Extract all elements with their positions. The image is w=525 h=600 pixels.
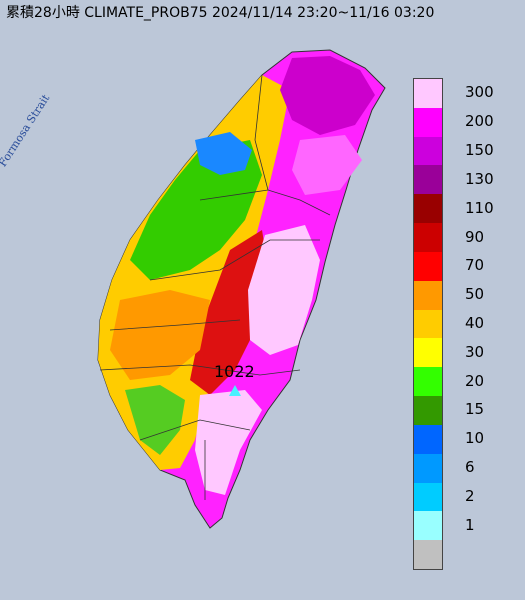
legend-label: 300 <box>465 83 494 102</box>
legend-swatch <box>414 165 442 195</box>
legend-swatch <box>414 79 442 108</box>
legend-swatch <box>414 453 442 483</box>
west-mixed-green <box>130 140 262 280</box>
legend-label: 200 <box>465 112 494 131</box>
legend-label: 15 <box>465 400 485 419</box>
legend-label: 150 <box>465 141 494 160</box>
legend-label: 70 <box>465 256 485 275</box>
legend-label: 10 <box>465 429 485 448</box>
legend-swatch <box>414 482 442 512</box>
legend-swatch <box>414 309 442 339</box>
legend-label: 20 <box>465 371 485 390</box>
west-blue-patch <box>195 132 252 175</box>
west-green-south <box>125 385 185 455</box>
map-title: 累積28小時 CLIMATE_PROB75 2024/11/14 23:20~1… <box>6 5 435 21</box>
west-red-band <box>190 230 270 395</box>
legend-label: 130 <box>465 169 494 188</box>
central-very-high <box>248 225 320 355</box>
legend-swatch <box>414 251 442 281</box>
north-high <box>280 56 375 135</box>
legend-label: 50 <box>465 285 485 304</box>
station-marker-icon <box>229 385 241 396</box>
legend-swatch <box>414 424 442 454</box>
west-orange-band <box>110 290 210 380</box>
legend-label: 30 <box>465 342 485 361</box>
legend-swatch <box>414 223 442 252</box>
northeast-pink <box>292 135 362 195</box>
station-label: 1022 <box>214 362 255 381</box>
legend-swatch <box>414 280 442 310</box>
legend-swatch <box>414 136 442 166</box>
legend-label: 1 <box>465 515 475 534</box>
legend-swatch <box>414 107 442 137</box>
legend-swatch <box>414 396 442 425</box>
legend-label: 40 <box>465 314 485 332</box>
legend-swatch <box>414 540 442 569</box>
legend-swatch <box>414 511 442 541</box>
legend-label: 6 <box>465 458 475 477</box>
legend-swatch <box>414 338 442 368</box>
legend-swatch <box>414 194 442 224</box>
legend-label: 110 <box>465 198 494 217</box>
legend-swatch <box>414 367 442 397</box>
legend-colorbar <box>413 78 443 570</box>
county-boundaries <box>99 74 331 500</box>
south-very-high <box>195 390 262 495</box>
legend-label: 90 <box>465 227 485 246</box>
legend-label: 2 <box>465 486 475 505</box>
